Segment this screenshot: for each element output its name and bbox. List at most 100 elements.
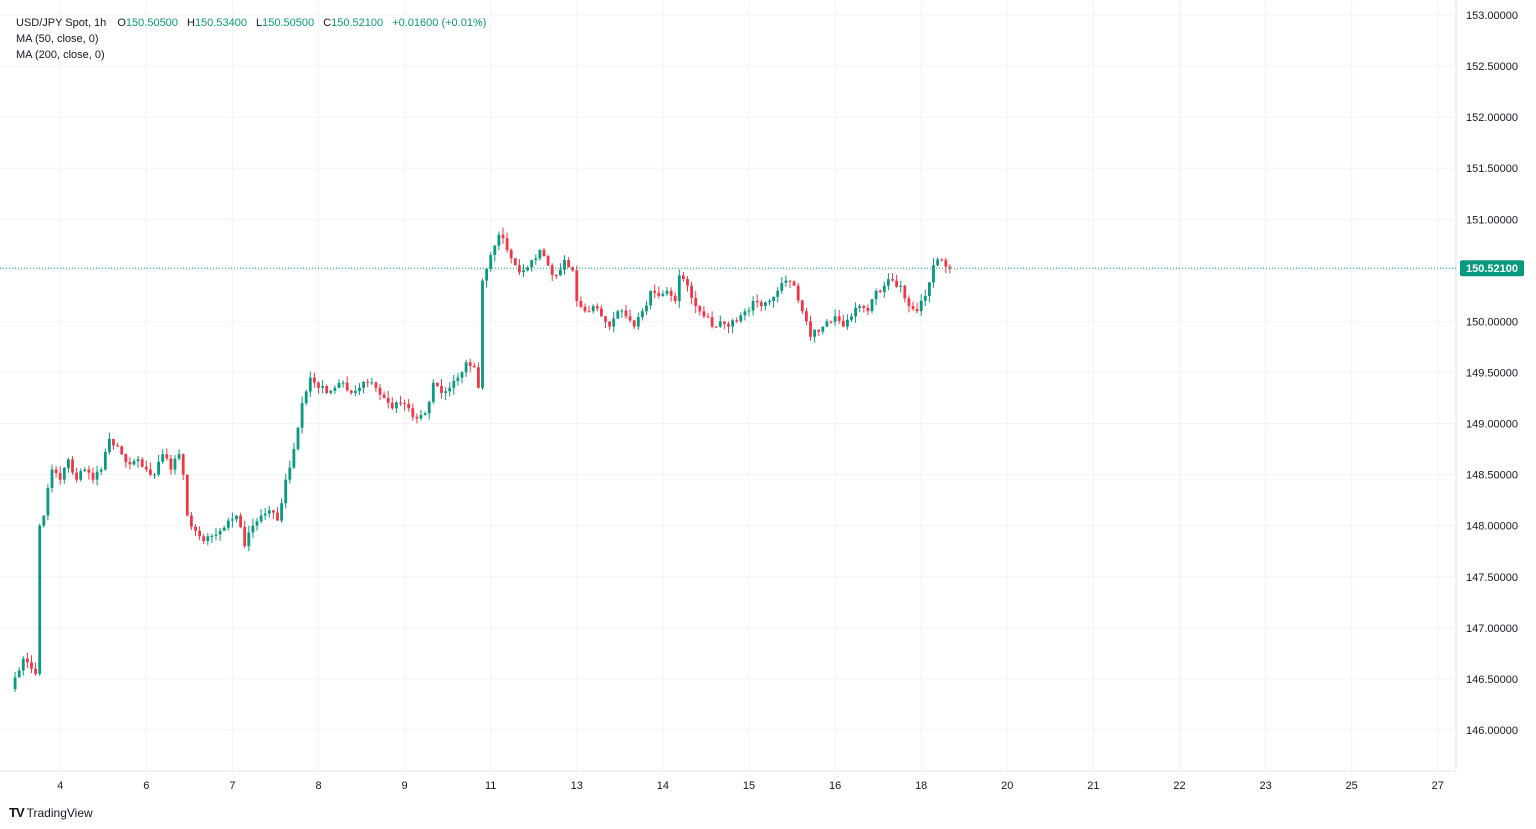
candle: [854, 302, 857, 323]
candle: [190, 511, 193, 531]
candle: [292, 442, 296, 470]
candle: [567, 257, 570, 268]
candle: [768, 299, 771, 306]
candle: [354, 385, 357, 397]
price-tick-label: 147.00000: [1466, 623, 1518, 635]
candle: [144, 460, 148, 473]
candle: [833, 309, 837, 326]
candle: [87, 465, 91, 480]
ma50-legend[interactable]: MA (50, close, 0): [16, 33, 99, 45]
candle: [874, 288, 878, 306]
time-tick-label: 13: [571, 780, 583, 792]
candle: [477, 362, 480, 389]
candle: [13, 671, 17, 693]
candle: [124, 453, 128, 468]
candle: [444, 387, 447, 400]
candle: [194, 524, 197, 536]
open-value: 150.50500: [125, 17, 178, 29]
chart-legend: USD/JPY Spot, 1h O150.50500 H150.53400 L…: [16, 15, 488, 63]
tradingview-brand[interactable]: TV TradingView: [9, 805, 93, 820]
candle: [272, 509, 275, 520]
candle: [727, 321, 730, 333]
candle: [850, 313, 853, 323]
candle: [870, 299, 874, 314]
price-tick-label: 151.50000: [1466, 163, 1518, 175]
candle: [518, 259, 521, 276]
candle: [505, 232, 509, 253]
ma200-legend[interactable]: MA (200, close, 0): [16, 49, 105, 61]
candle: [83, 467, 87, 472]
candle: [780, 277, 784, 295]
candle: [284, 473, 288, 509]
ohlc-legend-row: USD/JPY Spot, 1h O150.50500 H150.53400 L…: [16, 15, 488, 31]
candle: [772, 296, 775, 308]
candle: [304, 389, 308, 406]
candle: [218, 527, 222, 541]
candle: [38, 523, 42, 676]
candle: [329, 390, 333, 395]
candle: [251, 518, 255, 539]
candle: [103, 448, 107, 471]
candle: [46, 484, 50, 521]
candle: [907, 295, 911, 313]
price-tick-label: 146.00000: [1466, 725, 1518, 737]
candle: [280, 498, 283, 523]
candle: [419, 409, 423, 421]
close-label: C: [323, 17, 332, 29]
candle: [526, 265, 529, 272]
symbol-label[interactable]: USD/JPY Spot, 1h: [16, 17, 107, 29]
candle: [489, 252, 493, 272]
time-tick-label: 23: [1259, 780, 1271, 792]
candle: [846, 314, 849, 330]
candle: [128, 457, 132, 470]
candle: [26, 652, 29, 669]
high-value: 150.53400: [194, 17, 247, 29]
candle: [620, 308, 624, 318]
candle: [468, 358, 472, 373]
candle: [595, 303, 599, 312]
time-axis[interactable]: 4 6 7 8 9 11 13 14 15 16 18 20 21 22 23 25 27: [57, 780, 1444, 792]
price-tick-label: 146.50000: [1466, 674, 1518, 686]
candle: [206, 533, 210, 546]
time-tick-label: 25: [1346, 780, 1358, 792]
candle: [538, 249, 542, 261]
candle: [932, 258, 935, 288]
candle: [460, 371, 464, 384]
candle: [866, 304, 870, 316]
candle: [792, 280, 796, 286]
candle: [698, 305, 702, 316]
candle: [247, 525, 251, 552]
candle: [829, 320, 833, 325]
candle: [587, 305, 591, 313]
candle: [837, 309, 841, 324]
candle: [440, 379, 443, 399]
candle: [608, 321, 611, 331]
candle: [239, 512, 242, 529]
candle: [120, 445, 124, 456]
candle: [165, 448, 169, 461]
candle: [317, 381, 320, 394]
candle: [731, 318, 734, 334]
candle: [628, 309, 632, 323]
candle: [493, 245, 497, 262]
price-axis[interactable]: 146.00000 146.50000 147.00000 147.50000 148.…: [1466, 10, 1518, 737]
time-tick-label: 18: [915, 780, 927, 792]
candle: [325, 384, 329, 395]
candle: [841, 314, 845, 328]
candle: [747, 307, 751, 317]
candle: [862, 304, 866, 313]
candle: [509, 248, 513, 264]
candle: [452, 374, 456, 395]
candle: [255, 518, 259, 531]
candle: [259, 509, 263, 524]
candle: [513, 257, 517, 266]
candle: [563, 255, 566, 275]
candle: [522, 264, 525, 277]
candle: [542, 248, 546, 257]
candle: [649, 290, 652, 310]
candle: [690, 281, 693, 305]
candle: [407, 399, 411, 412]
candle: [153, 472, 156, 479]
candle: [751, 296, 755, 316]
